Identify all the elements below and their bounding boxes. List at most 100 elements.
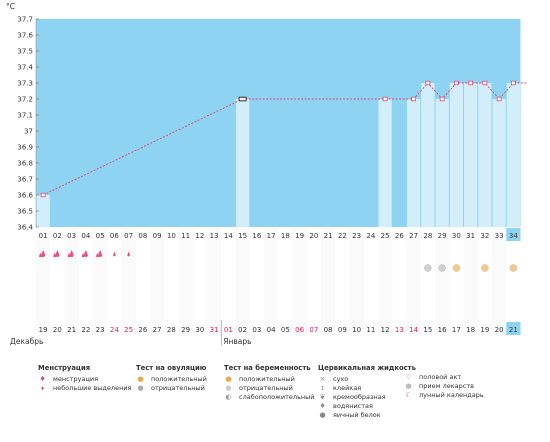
spotting-icon bbox=[127, 251, 130, 257]
legend-label: яичный белок bbox=[333, 411, 381, 419]
date-number: 13 bbox=[395, 326, 404, 334]
cycle-day-number: 22 bbox=[338, 232, 347, 240]
day-column-bg bbox=[435, 228, 450, 336]
legend-menstruation: Менструация ♦ менструация ♦ небольшие выде… bbox=[38, 364, 131, 393]
date-number: 16 bbox=[438, 326, 447, 334]
temp-bar bbox=[421, 83, 435, 227]
day-column-bg bbox=[150, 228, 165, 336]
legend-label: сухо bbox=[333, 375, 349, 383]
cycle-day-number: 29 bbox=[438, 232, 447, 240]
y-tick-label: 37.4 bbox=[17, 64, 33, 72]
legend-title: Тест на беременность bbox=[224, 364, 311, 372]
temp-bar bbox=[378, 99, 392, 227]
date-number: 03 bbox=[252, 326, 261, 334]
cycle-day-number: 21 bbox=[324, 232, 333, 240]
legend-item-dry: × сухо bbox=[318, 375, 416, 384]
day-column-bg bbox=[235, 228, 250, 336]
creamy-icon: ❦ bbox=[319, 393, 326, 401]
date-number: 19 bbox=[39, 326, 48, 334]
pill-icon: ● bbox=[405, 382, 412, 390]
y-unit-label: °C bbox=[6, 2, 15, 11]
heart-icon: ♡ bbox=[405, 373, 412, 381]
date-number: 01 bbox=[224, 326, 233, 334]
temp-bar bbox=[464, 83, 478, 227]
legend-item-spotting: ♦ небольшие выделения bbox=[38, 384, 131, 393]
ovulation-positive-icon bbox=[481, 264, 489, 272]
cycle-day-number: 25 bbox=[381, 232, 390, 240]
cycle-day-number: 09 bbox=[153, 232, 162, 240]
y-tick-label: 36.9 bbox=[17, 144, 33, 152]
legend-label: кремообразная bbox=[333, 393, 386, 401]
cycle-day-number: 01 bbox=[39, 232, 48, 240]
cycle-day-number: 02 bbox=[53, 232, 62, 240]
temp-bar bbox=[492, 99, 506, 227]
menstruation-icon bbox=[96, 253, 99, 258]
date-number: 12 bbox=[381, 326, 390, 334]
cycle-day-number: 16 bbox=[252, 232, 261, 240]
legend-label: слабоположительный bbox=[239, 393, 315, 401]
legend-label: водянистая bbox=[333, 402, 373, 410]
legend-title: Менструация bbox=[38, 364, 91, 372]
date-number: 29 bbox=[181, 326, 190, 334]
cycle-day-number: 30 bbox=[452, 232, 461, 240]
legend-item-lunar: ☾ лунный календарь bbox=[404, 391, 484, 400]
temp-bar bbox=[236, 99, 250, 227]
temperature-point bbox=[382, 96, 388, 102]
cycle-day-number: 05 bbox=[96, 232, 105, 240]
date-number: 19 bbox=[480, 326, 489, 334]
day-column-bg bbox=[207, 228, 222, 336]
day-column-bg bbox=[321, 228, 336, 336]
menstruation-icon bbox=[53, 253, 56, 258]
preg-weak-icon: ◐ bbox=[225, 393, 232, 401]
legend-item-menstruation: ♦ менструация bbox=[38, 375, 131, 384]
temperature-point bbox=[510, 80, 516, 86]
legend-label: лунный календарь bbox=[419, 391, 484, 399]
y-tick-label: 37.7 bbox=[17, 16, 33, 24]
date-number: 05 bbox=[281, 326, 290, 334]
cycle-day-number: 08 bbox=[138, 232, 147, 240]
y-tick-label: 37.1 bbox=[17, 112, 33, 120]
date-number: 21 bbox=[509, 326, 518, 334]
cycle-day-number: 13 bbox=[210, 232, 219, 240]
date-number: 10 bbox=[352, 326, 361, 334]
menstruation-icon bbox=[98, 250, 103, 257]
cycle-day-number: 18 bbox=[281, 232, 290, 240]
legend-cervical: Цервикальная жидкость × сухо ɪ клейкая ❦ кр… bbox=[318, 364, 416, 420]
date-number: 23 bbox=[96, 326, 105, 334]
date-number: 31 bbox=[210, 326, 219, 334]
day-column-bg bbox=[463, 228, 478, 336]
y-tick-label: 37.6 bbox=[17, 32, 33, 40]
ovulation-negative-icon bbox=[424, 264, 432, 272]
cycle-day-number: 33 bbox=[495, 232, 504, 240]
cycle-day-number: 19 bbox=[295, 232, 304, 240]
date-number: 14 bbox=[409, 326, 418, 334]
temp-bar bbox=[478, 83, 492, 227]
negative-test-icon: ● bbox=[137, 384, 144, 392]
cycle-day-number: 28 bbox=[423, 232, 432, 240]
day-column-bg bbox=[64, 228, 79, 336]
legend-label: прием лекарств bbox=[419, 382, 474, 390]
legend-label: положительный bbox=[239, 375, 295, 383]
temperature-point bbox=[425, 80, 431, 86]
day-column-bg bbox=[264, 228, 279, 336]
date-number: 28 bbox=[167, 326, 176, 334]
ovulation-positive-icon bbox=[452, 264, 461, 272]
date-number: 18 bbox=[466, 326, 475, 334]
day-column-bg bbox=[378, 228, 393, 336]
y-tick-label: 37.2 bbox=[17, 96, 33, 104]
legend-item-creamy: ❦ кремообразная bbox=[318, 393, 416, 402]
menstruation-icon bbox=[81, 253, 85, 258]
legend-item-intercourse: ♡ половой акт bbox=[404, 373, 484, 382]
legend-label: небольшие выделения bbox=[53, 384, 132, 392]
dry-icon: × bbox=[319, 375, 326, 383]
menstruation-icon bbox=[41, 250, 46, 257]
date-number: 24 bbox=[110, 326, 119, 334]
cycle-day-number: 14 bbox=[224, 232, 233, 240]
legend-item-preg-positive: ● положительный bbox=[224, 375, 315, 384]
cycle-day-number: 27 bbox=[409, 232, 418, 240]
legend-item-ovu-positive: ● положительный bbox=[136, 375, 206, 384]
legend-pregnancy: Тест на беременность ● положительный ● отр… bbox=[224, 364, 315, 402]
y-tick-label: 36.7 bbox=[17, 176, 33, 184]
cycle-day-number: 11 bbox=[181, 232, 190, 240]
date-number: 08 bbox=[324, 326, 333, 334]
